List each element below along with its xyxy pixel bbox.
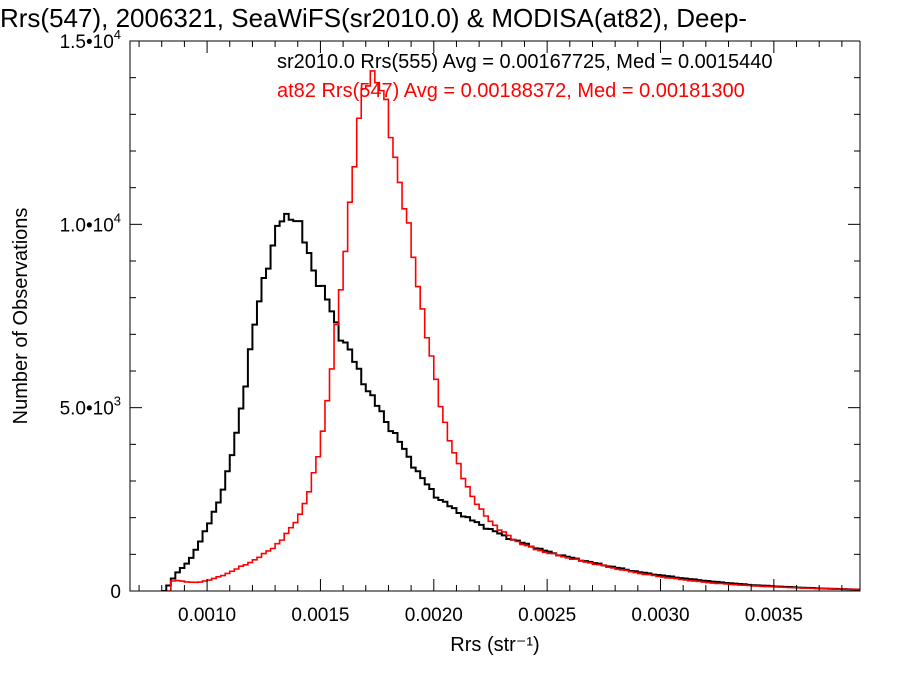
- x-tick-label: 0.0010: [178, 605, 236, 626]
- y-tick-label: 0: [110, 582, 121, 603]
- legend-entry-at82: at82 Rrs(547) Avg = 0.00188372, Med = 0.…: [277, 80, 745, 102]
- x-axis-label: Rrs (str⁻¹): [450, 634, 539, 656]
- ticks-layer: 0.0010 0.0015 0.0020 0.0025 0.0030 0.0035 0 5.0…: [60, 27, 860, 626]
- x-tick-label: 0.0015: [291, 605, 349, 626]
- y-axis-label: Number of Observations: [10, 208, 32, 425]
- legend-overflow-mask: [860, 0, 900, 41]
- x-tick-label: 0.0035: [745, 605, 803, 626]
- plot-frame: [129, 40, 861, 592]
- x-tick-label: 0.0025: [518, 605, 576, 626]
- legend-entry-sr2010: sr2010.0 Rrs(555) Avg = 0.00167725, Med …: [277, 51, 773, 73]
- series-line-1: [166, 70, 860, 591]
- x-tick-label: 0.0030: [631, 605, 689, 626]
- chart-title: Rrs(547), 2006321, SeaWiFS(sr2010.0) & M…: [0, 3, 747, 33]
- x-tick-label: 0.0020: [405, 605, 463, 626]
- y-tick-label: 5.0•103: [60, 394, 121, 420]
- y-tick-label: 1.5•104: [60, 27, 121, 53]
- y-tick-label: 1.0•104: [60, 210, 121, 236]
- series-layer: [161, 70, 860, 591]
